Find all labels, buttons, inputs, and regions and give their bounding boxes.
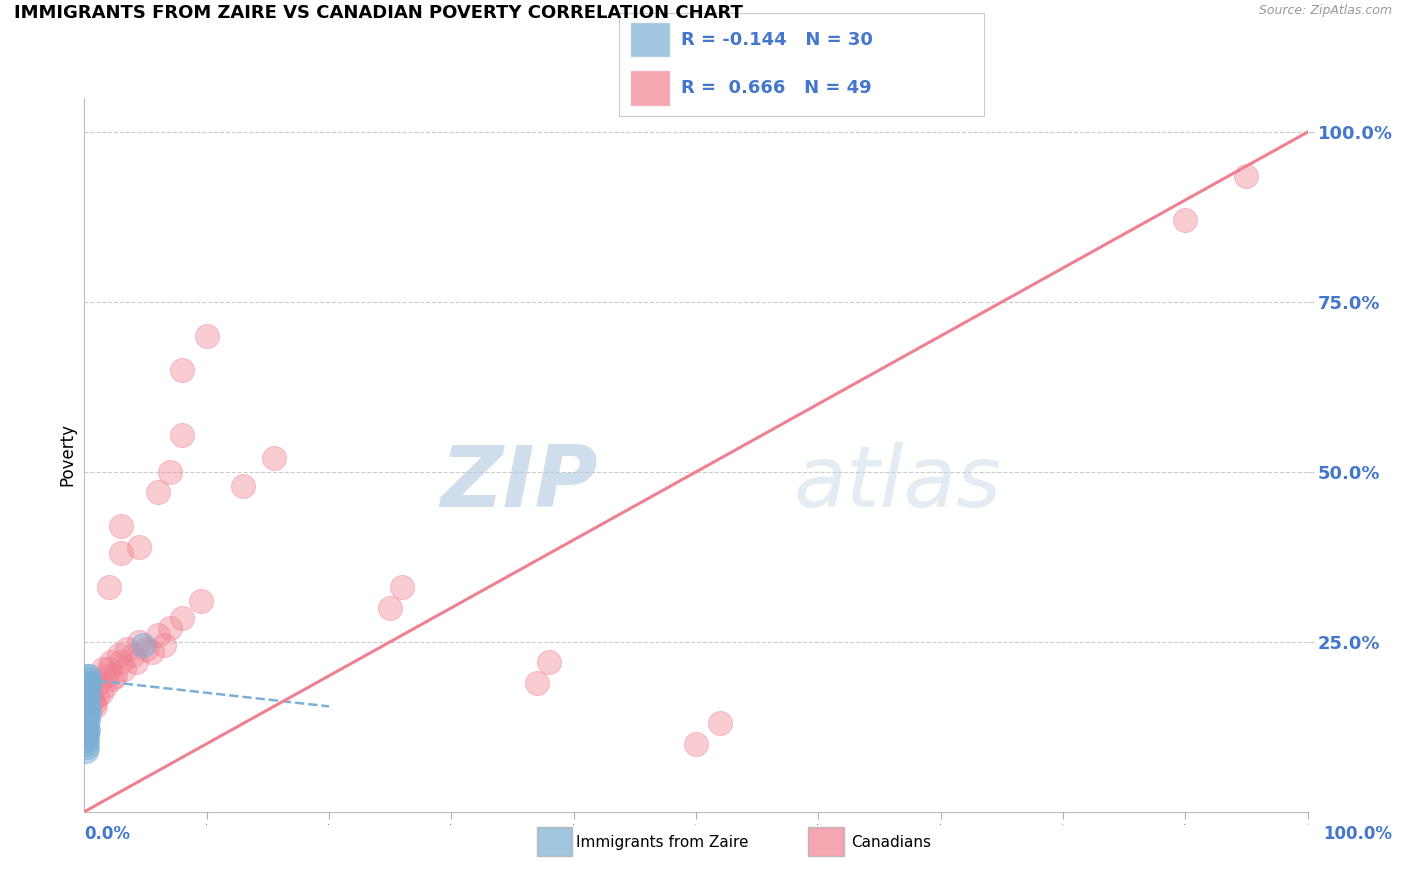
Text: R =  0.666   N = 49: R = 0.666 N = 49 [681, 78, 872, 96]
Point [75, 672, 97, 686]
Point [132, 638, 155, 652]
Point [75, 743, 97, 757]
Point [112, 662, 135, 676]
Point [110, 655, 132, 669]
Point [153, 638, 176, 652]
Point [107, 648, 129, 663]
Point [86, 689, 108, 703]
Point [391, 581, 413, 595]
Point [97, 662, 120, 676]
Point [76, 720, 98, 734]
Point [172, 427, 194, 442]
Point [146, 628, 169, 642]
Point [538, 655, 561, 669]
Point [76, 703, 98, 717]
Point [115, 641, 138, 656]
Point [159, 465, 181, 479]
Point [77, 689, 100, 703]
Point [232, 478, 254, 492]
Point [75, 723, 97, 738]
Text: Source: ZipAtlas.com: Source: ZipAtlas.com [1258, 4, 1392, 18]
Point [709, 716, 731, 731]
Point [76, 669, 98, 683]
Text: ZIP: ZIP [440, 442, 598, 525]
Point [1236, 169, 1258, 184]
Text: R = -0.144   N = 30: R = -0.144 N = 30 [681, 30, 873, 48]
Point [79, 689, 101, 703]
Point [101, 672, 124, 686]
Point [75, 696, 97, 710]
Point [76, 740, 98, 755]
Point [75, 679, 97, 693]
Point [128, 635, 150, 649]
Point [172, 611, 194, 625]
Point [84, 699, 107, 714]
Point [146, 485, 169, 500]
Point [77, 682, 100, 697]
Point [141, 645, 163, 659]
Point [77, 699, 100, 714]
Point [263, 451, 285, 466]
Bar [630, 70, 669, 106]
Point [77, 675, 100, 690]
Point [172, 363, 194, 377]
Bar [630, 21, 669, 57]
Point [90, 686, 112, 700]
Point [125, 655, 148, 669]
Point [1174, 213, 1197, 227]
Point [77, 675, 100, 690]
Point [195, 329, 218, 343]
Point [80, 692, 103, 706]
Point [122, 648, 145, 663]
Point [77, 675, 100, 690]
Point [685, 737, 707, 751]
Point [128, 540, 150, 554]
Point [76, 733, 98, 747]
Text: Canadians: Canadians [851, 835, 931, 849]
Point [77, 706, 100, 721]
Point [75, 737, 97, 751]
Text: Immigrants from Zaire: Immigrants from Zaire [576, 835, 749, 849]
Point [110, 519, 132, 533]
Point [75, 730, 97, 744]
Point [96, 669, 118, 683]
Text: IMMIGRANTS FROM ZAIRE VS CANADIAN POVERTY CORRELATION CHART: IMMIGRANTS FROM ZAIRE VS CANADIAN POVERT… [14, 4, 742, 22]
Point [91, 662, 114, 676]
Point [77, 669, 100, 683]
Point [104, 669, 127, 683]
Point [77, 723, 100, 738]
Point [75, 716, 97, 731]
Point [526, 675, 548, 690]
Point [97, 581, 120, 595]
Point [110, 546, 132, 560]
Point [380, 600, 402, 615]
Text: 100.0%: 100.0% [1323, 825, 1392, 843]
Point [77, 713, 100, 727]
Point [190, 594, 212, 608]
Point [77, 682, 100, 697]
Point [76, 709, 98, 723]
Point [100, 655, 122, 669]
Point [87, 675, 110, 690]
Point [135, 641, 157, 656]
Point [75, 689, 97, 703]
Point [76, 686, 98, 700]
Point [75, 699, 97, 714]
Y-axis label: Poverty: Poverty [58, 424, 76, 486]
Text: 0.0%: 0.0% [84, 825, 131, 843]
Point [75, 706, 97, 721]
Point [94, 679, 117, 693]
Text: atlas: atlas [794, 442, 1002, 525]
Point [159, 621, 181, 635]
Point [76, 692, 98, 706]
Point [76, 726, 98, 740]
Point [83, 696, 105, 710]
